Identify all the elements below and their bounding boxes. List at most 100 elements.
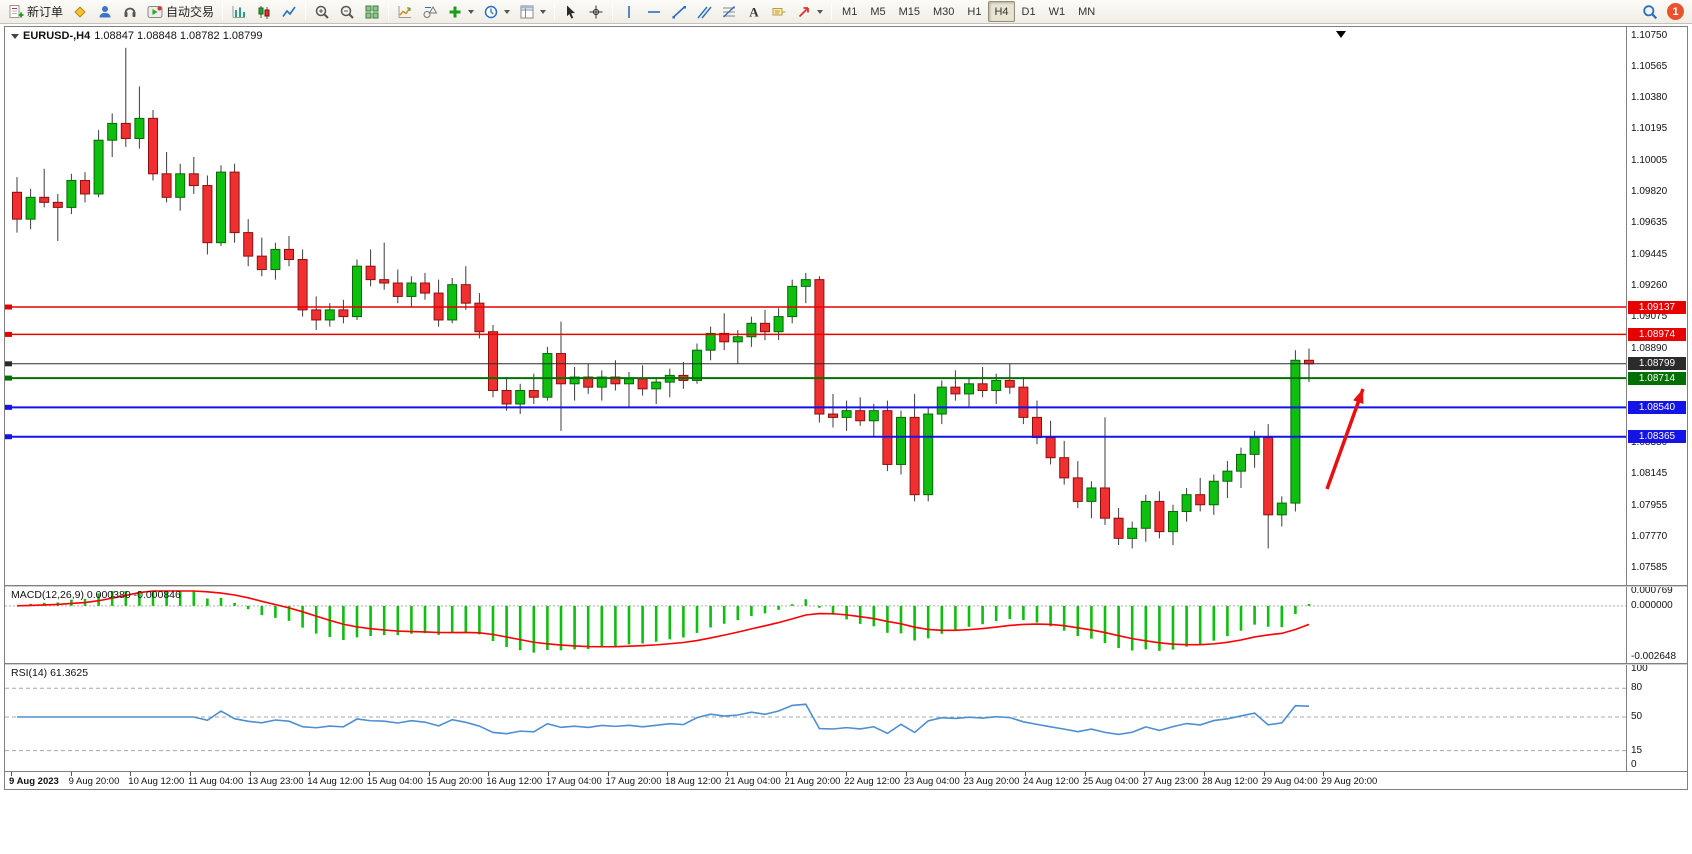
- price-scale[interactable]: 1.09137 1.08974 1.08799 1.08714 1.08540 1.083…: [1626, 27, 1687, 771]
- price-scale-label: 1.08890: [1631, 342, 1668, 354]
- time-axis[interactable]: 9 Aug 2023 9 Aug 20:00 10 Aug 12:00 11 Aug …: [5, 771, 1687, 789]
- candle-body: [1195, 494, 1206, 506]
- timeframe-button-h4[interactable]: H4: [988, 1, 1015, 22]
- templates-button[interactable]: [515, 1, 550, 22]
- time-axis-tick: [70, 772, 72, 776]
- level-handle[interactable]: [5, 434, 12, 440]
- timeframe-button-m1[interactable]: M1: [836, 1, 863, 22]
- timeframe-button-d1[interactable]: D1: [1016, 1, 1042, 22]
- support-button[interactable]: [118, 1, 142, 22]
- vertical-line-button[interactable]: [617, 1, 641, 22]
- search-button[interactable]: [1638, 1, 1662, 22]
- periods-button[interactable]: [479, 1, 514, 22]
- timeframe-button-w1[interactable]: W1: [1043, 1, 1072, 22]
- toolbar-separator: [831, 3, 833, 20]
- toolbar-separator: [554, 3, 556, 20]
- bar-chart-button[interactable]: [227, 1, 251, 22]
- crosshair-button[interactable]: [584, 1, 608, 22]
- metaeditor-button[interactable]: [68, 1, 92, 22]
- candle-body: [270, 248, 281, 271]
- candle-body: [338, 309, 349, 318]
- time-axis-tick: [1204, 772, 1205, 776]
- candle-body: [950, 386, 961, 395]
- metaeditor-icon: [74, 5, 86, 18]
- level-handle[interactable]: [5, 361, 12, 367]
- line-chart-button[interactable]: [277, 1, 301, 22]
- price-scale-label: 1.09445: [1631, 249, 1668, 261]
- rsi-scale-label: 0: [1631, 759, 1637, 770]
- autotrading-button[interactable]: 自动交易: [143, 1, 218, 22]
- trendline-icon: [672, 5, 687, 18]
- zoom-out-button[interactable]: [335, 1, 359, 22]
- candle-body: [841, 410, 852, 418]
- arrange-windows-button[interactable]: [360, 1, 384, 22]
- panel-divider[interactable]: [5, 585, 1687, 587]
- add-indicator-button[interactable]: [443, 1, 478, 22]
- candlestick-chart-button[interactable]: [252, 1, 276, 22]
- candle-body: [202, 185, 213, 244]
- candle-body: [1236, 453, 1246, 472]
- profile-button[interactable]: [93, 1, 117, 22]
- candle-body: [923, 413, 934, 496]
- price-scale-label: 1.09635: [1631, 217, 1668, 229]
- trend-arrow[interactable]: [1325, 388, 1365, 490]
- timeframe-button-h1[interactable]: H1: [961, 1, 987, 22]
- candle-body: [1032, 416, 1042, 439]
- candle-body: [66, 180, 77, 208]
- text-label-button[interactable]: [767, 1, 791, 22]
- candle-body: [773, 316, 784, 333]
- rsi-panel-canvas[interactable]: [5, 665, 1626, 771]
- equidistant-channel-button[interactable]: [692, 1, 716, 22]
- timeframe-button-m5[interactable]: M5: [864, 1, 891, 22]
- trendline-button[interactable]: [667, 1, 691, 22]
- svg-text:A: A: [749, 4, 759, 19]
- timeframe-button-m30[interactable]: M30: [927, 1, 960, 22]
- time-axis-label: 18 Aug 12:00: [665, 776, 722, 787]
- timeframe-button-m15[interactable]: M15: [893, 1, 926, 22]
- time-axis-tick: [1323, 772, 1325, 776]
- macd-label: MACD(12,26,9) 0.000380 -0.000846: [11, 589, 181, 601]
- cursor-button[interactable]: [559, 1, 583, 22]
- level-handle[interactable]: [5, 331, 12, 337]
- candle-body: [229, 171, 240, 234]
- time-axis-tick: [1263, 772, 1265, 776]
- price-scale-label: 1.10380: [1631, 92, 1668, 104]
- zoom-in-button[interactable]: [310, 1, 334, 22]
- clock-icon: [484, 5, 498, 18]
- chevron-down-icon: [540, 9, 547, 14]
- candle-body: [977, 383, 988, 392]
- toolbar-separator: [388, 3, 390, 20]
- candle-body: [1086, 487, 1097, 502]
- panel-divider[interactable]: [5, 663, 1687, 665]
- new-order-button[interactable]: 新订单: [4, 1, 67, 22]
- macd-panel-canvas[interactable]: [5, 587, 1626, 663]
- level-handle[interactable]: [5, 404, 12, 410]
- text-button[interactable]: A: [742, 1, 766, 22]
- time-axis-tick: [667, 772, 669, 776]
- candle-body: [420, 282, 430, 294]
- time-axis-tick: [428, 772, 430, 776]
- time-axis-tick: [368, 772, 370, 776]
- candle-body: [732, 336, 743, 343]
- arrows-button[interactable]: [792, 1, 827, 22]
- time-axis-label: 15 Aug 20:00: [426, 776, 483, 787]
- candle-body: [1208, 480, 1219, 506]
- time-axis-label: 10 Aug 12:00: [128, 776, 185, 787]
- candle-body: [256, 255, 267, 271]
- objects-list-button[interactable]: [418, 1, 442, 22]
- macd-signal-line: [16, 590, 1310, 648]
- scroll-to-end-marker[interactable]: [1336, 31, 1346, 38]
- fibonacci-button[interactable]: [717, 1, 741, 22]
- time-axis-label: 17 Aug 20:00: [605, 776, 662, 787]
- price-chart-canvas[interactable]: [5, 27, 1626, 585]
- level-handle[interactable]: [5, 375, 12, 381]
- horizontal-line-button[interactable]: [642, 1, 666, 22]
- level-handle[interactable]: [5, 304, 12, 310]
- timeframe-button-mn[interactable]: MN: [1072, 1, 1101, 22]
- indicators-button[interactable]: [393, 1, 417, 22]
- candle-body: [1181, 494, 1192, 512]
- notification-badge[interactable]: 1: [1667, 3, 1684, 20]
- time-axis-label: 24 Aug 12:00: [1023, 776, 1080, 787]
- chart-collapse-icon[interactable]: [11, 33, 19, 39]
- ohlc-quote-label: 1.08847 1.08848 1.08782 1.08799: [94, 30, 263, 42]
